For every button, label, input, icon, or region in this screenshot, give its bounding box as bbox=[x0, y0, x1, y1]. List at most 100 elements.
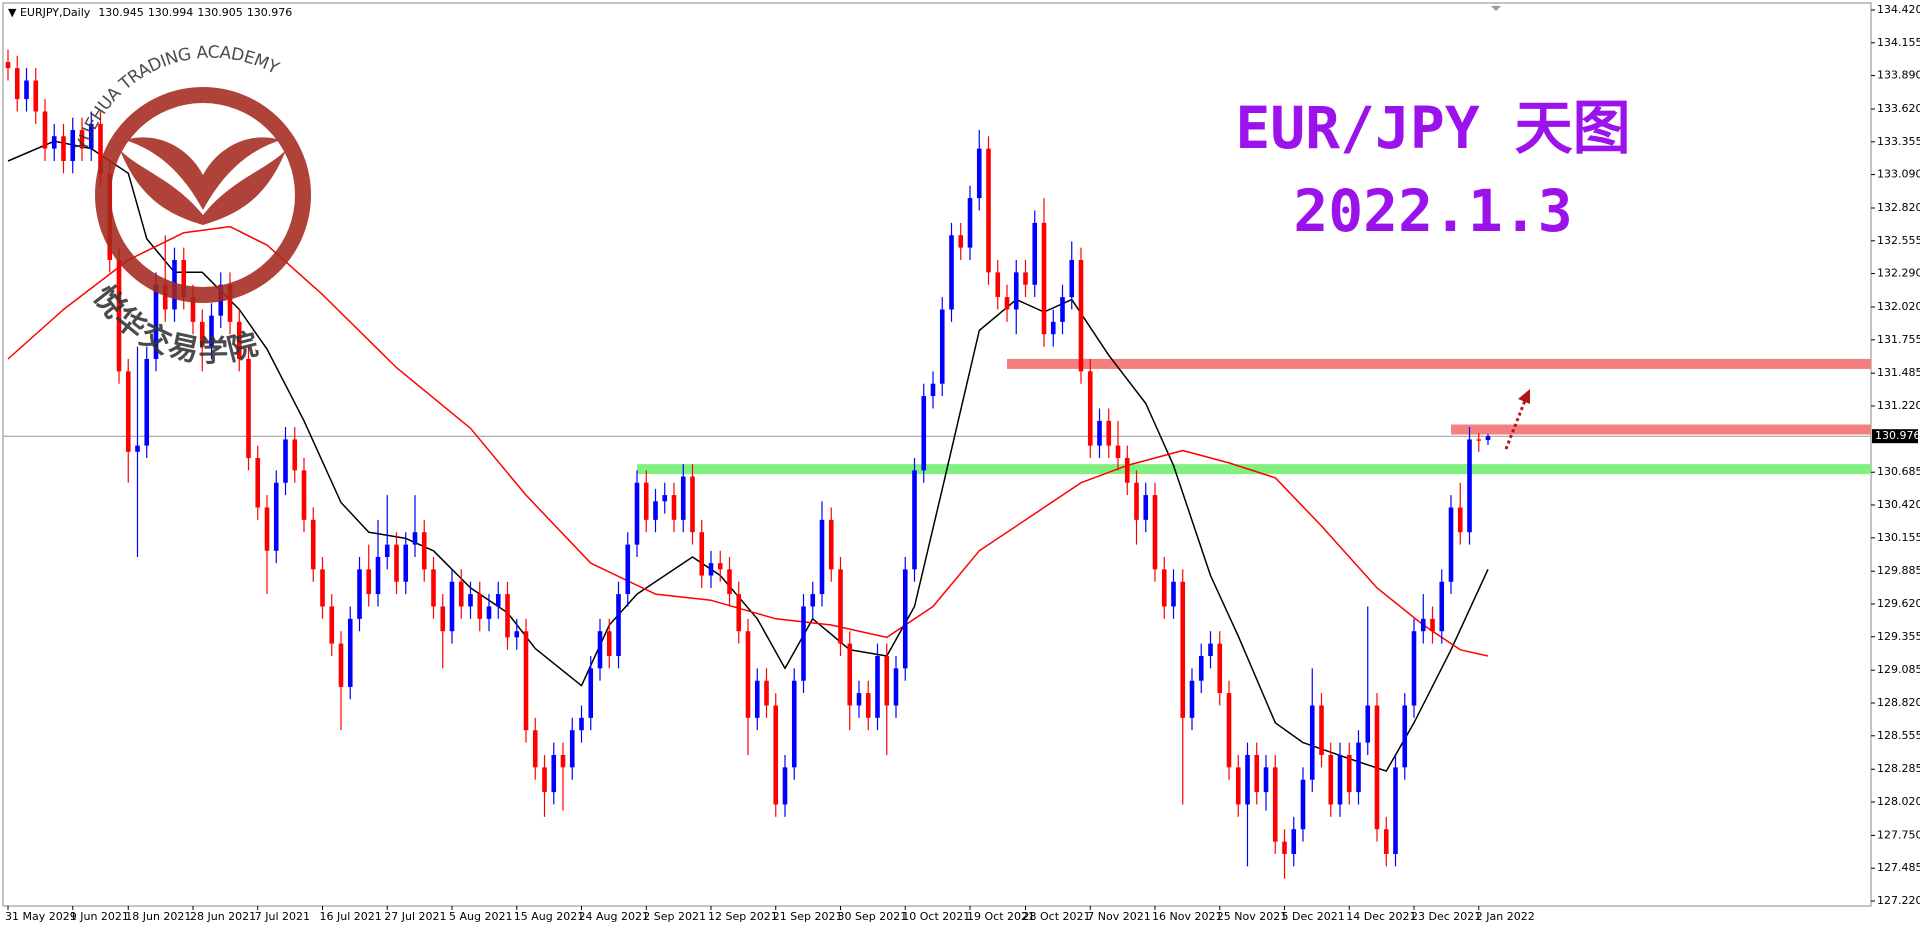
candle-body bbox=[523, 631, 529, 731]
x-tick-label: 19 Oct 2021 bbox=[967, 910, 1035, 923]
candle-body bbox=[320, 569, 325, 607]
candle-body bbox=[1309, 705, 1315, 780]
candle-body bbox=[995, 272, 1001, 298]
candle-body bbox=[1393, 767, 1398, 854]
candle-body bbox=[403, 544, 409, 582]
candle-body bbox=[310, 519, 316, 570]
zone bbox=[637, 464, 1871, 475]
y-tick-label: 128.020 bbox=[1877, 795, 1920, 808]
chart-subtitle: 2022.1.3 bbox=[1293, 177, 1572, 245]
y-tick-label: 128.285 bbox=[1877, 762, 1920, 775]
candle-body bbox=[967, 198, 973, 248]
x-tick-label: 7 Jul 2021 bbox=[255, 910, 310, 923]
candle-body bbox=[1198, 655, 1204, 681]
y-tick-label: 133.620 bbox=[1877, 102, 1920, 115]
x-tick-label: 2 Jan 2022 bbox=[1476, 910, 1535, 923]
candle-body bbox=[653, 501, 658, 520]
logo-top bbox=[125, 137, 281, 210]
y-tick-label: 129.355 bbox=[1877, 630, 1920, 643]
y-tick-label: 130.155 bbox=[1877, 531, 1920, 544]
candle-body bbox=[135, 445, 140, 452]
y-tick-label: 131.485 bbox=[1877, 366, 1920, 379]
candle-body bbox=[440, 606, 446, 632]
candle-body bbox=[625, 544, 631, 595]
candle-body bbox=[61, 136, 66, 161]
x-tick-label: 7 Nov 2021 bbox=[1087, 910, 1150, 923]
candle-body bbox=[51, 136, 57, 149]
x-tick-label: 28 Oct 2021 bbox=[1023, 910, 1091, 923]
candle-body bbox=[514, 631, 520, 638]
open: 130.945 bbox=[98, 6, 144, 19]
y-tick-label: 134.155 bbox=[1877, 36, 1920, 49]
candle-body bbox=[1346, 754, 1352, 793]
y-tick-label: 129.085 bbox=[1877, 663, 1920, 676]
x-tick-label: 10 Oct 2021 bbox=[902, 910, 970, 923]
candle-body bbox=[449, 581, 455, 632]
header-arrow: ▼ bbox=[8, 6, 20, 19]
candle-body bbox=[727, 569, 732, 595]
candle-body bbox=[1467, 439, 1472, 533]
x-tick-label: 5 Aug 2021 bbox=[449, 910, 512, 923]
candle-body bbox=[579, 717, 584, 731]
candle-body bbox=[24, 80, 29, 100]
candle-body bbox=[912, 470, 917, 570]
candle-body bbox=[227, 284, 233, 322]
candle-body bbox=[301, 470, 307, 520]
arrow-head bbox=[1518, 389, 1530, 404]
candle-body bbox=[865, 693, 871, 718]
candle-body bbox=[717, 563, 723, 570]
candle-body bbox=[1263, 767, 1269, 793]
candle-body bbox=[1152, 495, 1158, 570]
candle-body bbox=[884, 655, 890, 706]
candle-body bbox=[986, 148, 991, 273]
candle-body bbox=[1004, 297, 1010, 310]
candle-body bbox=[283, 439, 288, 483]
candle-body bbox=[569, 730, 575, 768]
candle-body bbox=[366, 569, 372, 595]
zone bbox=[1451, 424, 1871, 435]
x-tick-label: 14 Dec 2021 bbox=[1346, 910, 1416, 923]
candle-body bbox=[736, 594, 742, 632]
candle-body bbox=[1180, 581, 1186, 718]
y-tick-label: 128.820 bbox=[1877, 696, 1920, 709]
candle-body bbox=[1078, 259, 1084, 372]
y-tick-label: 132.290 bbox=[1877, 267, 1920, 280]
x-tick-label: 27 Jul 2021 bbox=[384, 910, 446, 923]
candle-body bbox=[1143, 495, 1149, 520]
candle-body bbox=[1402, 705, 1408, 768]
candle-body bbox=[486, 606, 492, 619]
y-tick-label: 132.820 bbox=[1877, 201, 1920, 214]
y-tick-label: 134.420 bbox=[1877, 3, 1920, 16]
candle-body bbox=[1171, 581, 1176, 607]
candle-body bbox=[1374, 705, 1380, 830]
x-tick-label: 12 Sep 2021 bbox=[708, 910, 778, 923]
y-tick-label: 127.485 bbox=[1877, 861, 1920, 874]
candle-body bbox=[930, 383, 936, 397]
candle-body bbox=[255, 457, 261, 508]
x-tick-label: 23 Dec 2021 bbox=[1411, 910, 1481, 923]
candle-body bbox=[764, 680, 769, 706]
candle-body bbox=[597, 631, 603, 669]
candle-body bbox=[412, 532, 418, 545]
candle-body bbox=[246, 358, 251, 458]
candle-body bbox=[939, 309, 945, 384]
x-tick-label: 25 Nov 2021 bbox=[1217, 910, 1287, 923]
x-tick-label: 21 Sep 2021 bbox=[773, 910, 843, 923]
candle-body bbox=[1476, 439, 1482, 441]
shift-marker bbox=[1491, 6, 1501, 11]
candle-body bbox=[384, 544, 390, 557]
candle-body bbox=[1300, 779, 1306, 830]
candle-body bbox=[273, 482, 279, 551]
candle-body bbox=[1411, 631, 1417, 706]
candle-body bbox=[264, 507, 270, 551]
symbol: EURJPY,Daily bbox=[20, 6, 91, 19]
candle-body bbox=[875, 655, 880, 718]
x-tick-label: 15 Aug 2021 bbox=[514, 910, 584, 923]
candle-body bbox=[33, 80, 39, 112]
candle-body bbox=[1448, 507, 1454, 582]
candle-body bbox=[791, 680, 797, 768]
candle-body bbox=[1245, 754, 1250, 805]
candle-body bbox=[42, 111, 48, 149]
candle-body bbox=[88, 123, 94, 149]
